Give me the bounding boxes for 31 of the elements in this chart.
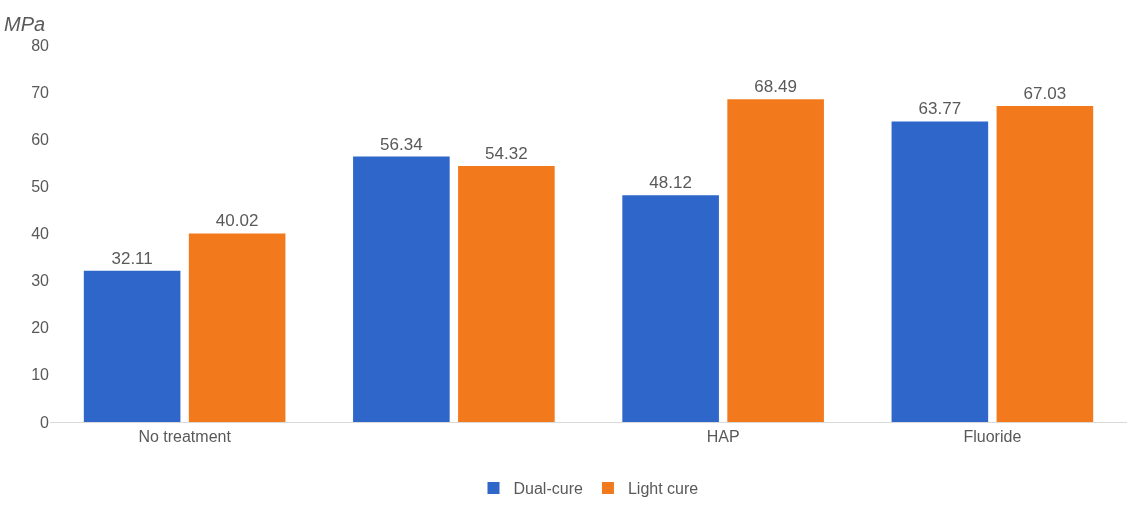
bar	[996, 106, 1094, 422]
x-tick-label: Fluoride	[963, 428, 1022, 446]
y-tick-label: 20	[31, 319, 50, 337]
data-label: 68.49	[754, 77, 797, 97]
x-tick-label: No treatment	[138, 428, 232, 446]
legend-label: Light cure	[627, 480, 699, 498]
y-tick-label: 80	[31, 36, 50, 54]
y-axis-title: MPa	[4, 13, 46, 35]
y-tick-label: 60	[31, 130, 50, 148]
y-tick-label: 40	[31, 225, 50, 243]
data-label: 32.11	[111, 248, 153, 268]
bar	[188, 233, 286, 422]
bar	[891, 121, 989, 422]
data-label: 54.32	[485, 144, 528, 164]
data-label: 67.03	[1023, 84, 1067, 104]
x-tick-label: HAP	[706, 428, 740, 446]
y-tick-label: 50	[31, 177, 50, 195]
data-label: 40.02	[215, 211, 259, 231]
data-label: 63.77	[918, 99, 962, 119]
data-label: 48.12	[649, 173, 692, 193]
y-tick-label: 0	[40, 413, 50, 431]
y-tick-label: 30	[31, 272, 50, 290]
data-label: 56.34	[380, 134, 423, 154]
y-tick-label: 10	[31, 366, 50, 384]
legend-label: Dual-cure	[513, 480, 583, 498]
bar	[727, 99, 824, 422]
bar	[353, 156, 450, 422]
bar	[458, 166, 555, 422]
bar	[83, 270, 181, 422]
y-tick-label: 70	[31, 83, 50, 101]
bar	[622, 195, 719, 422]
